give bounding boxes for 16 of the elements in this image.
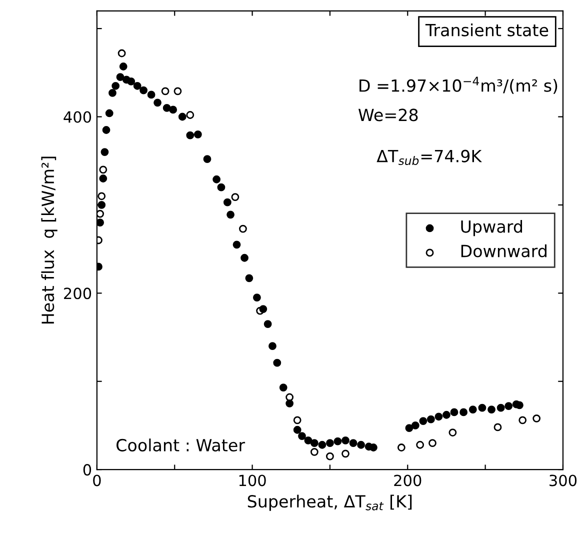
legend-label: Downward: [461, 244, 546, 258]
annotation: Transient state: [425, 23, 548, 36]
x-tick-label: 0: [93, 474, 101, 486]
y-tick-label: 400: [64, 111, 92, 123]
legend-label: Upward: [461, 220, 522, 236]
x-tick-label: 300: [550, 474, 577, 486]
annotation: D =1.97×10$^{−4}$m³/(m² s): [360, 76, 558, 94]
x-axis-title: Superheat, ΔT$_{sat}$ [K]: [248, 494, 412, 511]
annotation: Coolant : Water: [116, 438, 246, 452]
x-tick-label: 100: [239, 474, 266, 486]
annotation: We=28: [358, 108, 418, 122]
y-tick-label: 200: [64, 288, 92, 300]
y-axis-title: Heat flux q [kW/m²]: [41, 156, 58, 324]
x-tick-label: 200: [394, 474, 422, 486]
y-tick-label: 0: [83, 464, 92, 476]
annotation: ΔT$_{sub}$=74.9K: [376, 150, 482, 166]
